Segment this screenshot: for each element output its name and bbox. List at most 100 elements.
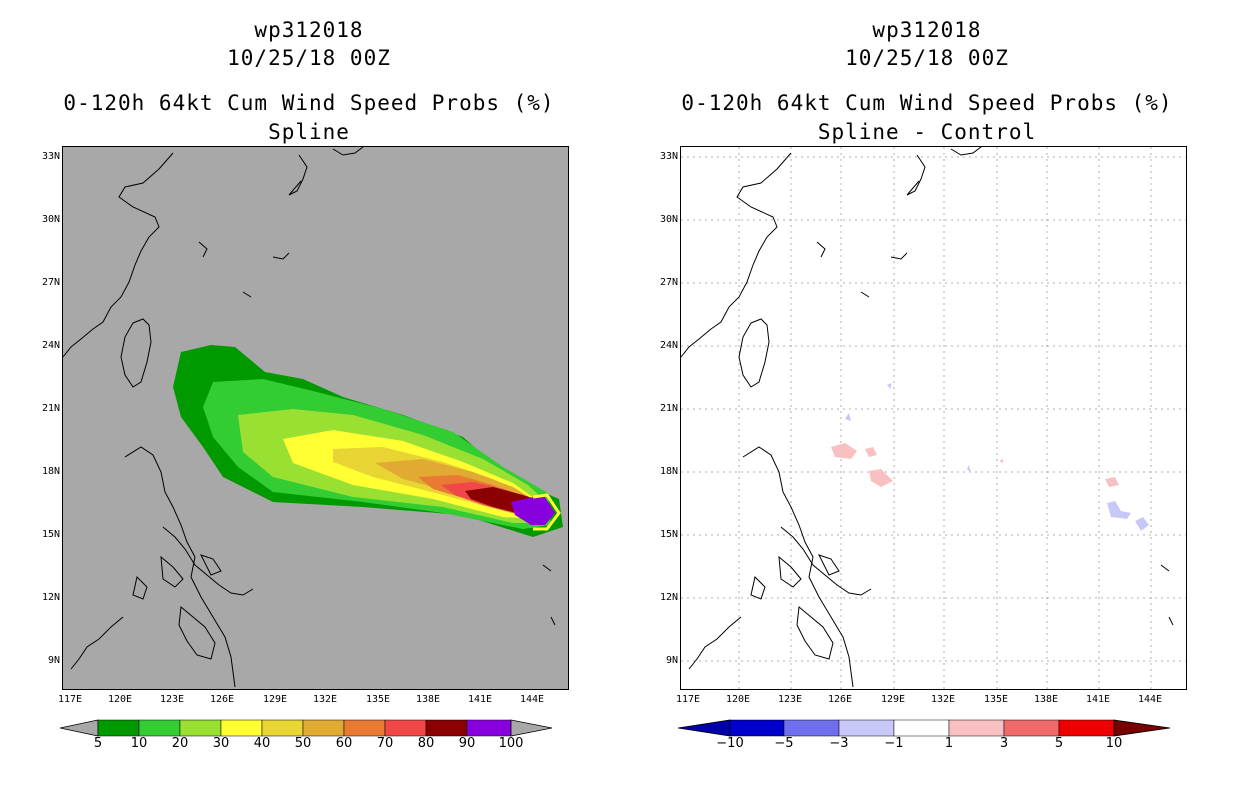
lat-label: 24N [659, 340, 678, 351]
lon-label: 135E [365, 694, 391, 705]
colorbar-label: 10 [130, 736, 148, 751]
lon-label: 138E [1033, 694, 1059, 705]
colorbar-high-end [1113, 719, 1171, 737]
lon-label: 132E [930, 694, 956, 705]
storm-id-title: wp312018 [872, 18, 982, 42]
colorbar-swatch [1003, 719, 1060, 737]
colorbar-label: 100 [498, 736, 524, 751]
lon-label: 144E [519, 694, 545, 705]
lon-label: 123E [159, 694, 185, 705]
lon-label: 123E [777, 694, 803, 705]
colorbar-label: 40 [253, 736, 271, 751]
datetime-title: 10/25/18 00Z [845, 46, 1009, 70]
lon-label: 126E [827, 694, 853, 705]
datetime-title: 10/25/18 00Z [227, 46, 391, 70]
lat-label: 33N [659, 151, 678, 162]
lon-label: 126E [209, 694, 235, 705]
colorbar-label: 10 [1105, 736, 1123, 751]
colorbar-swatch [783, 719, 840, 737]
gridlines [681, 147, 1186, 689]
colorbar-label: 5 [93, 736, 103, 751]
lat-label: 9N [47, 655, 60, 666]
probability-swath [173, 345, 563, 537]
lat-label: 21N [41, 403, 60, 414]
colorbar-swatch [1058, 719, 1115, 737]
lon-label: 135E [983, 694, 1009, 705]
lon-label: 117E [57, 694, 83, 705]
colorbar-label: −10 [716, 736, 744, 751]
lat-label: 9N [665, 655, 678, 666]
colorbar-swatch [220, 719, 263, 737]
colorbar-swatch [302, 719, 345, 737]
colorbar-label: 5 [1054, 736, 1064, 751]
lat-label: 12N [659, 592, 678, 603]
difference-map [680, 146, 1187, 690]
colorbar-swatch [729, 719, 785, 737]
colorbar [59, 719, 553, 737]
coastlines [681, 147, 1174, 688]
lat-label: 18N [659, 466, 678, 477]
colorbar-label: 60 [335, 736, 353, 751]
method-title: Spline [268, 120, 350, 144]
colorbar-label: 90 [458, 736, 476, 751]
lat-label: 30N [659, 214, 678, 225]
lat-label: 18N [41, 466, 60, 477]
lat-label: 33N [41, 151, 60, 162]
colorbar [677, 719, 1171, 737]
colorbar-swatch [138, 719, 181, 737]
coastlines [63, 147, 556, 688]
colorbar-swatch [261, 719, 304, 737]
colorbar-swatch [466, 719, 512, 737]
probability-map [62, 146, 569, 690]
colorbar-swatch [343, 719, 386, 737]
colorbar-label: 20 [171, 736, 189, 751]
colorbar-swatch [893, 719, 950, 737]
colorbar-label: 30 [212, 736, 230, 751]
lon-label: 129E [880, 694, 906, 705]
lat-label: 27N [41, 277, 60, 288]
storm-id-title: wp312018 [254, 18, 364, 42]
lon-label: 138E [415, 694, 441, 705]
colorbar-swatch [97, 719, 140, 737]
colorbar-label: 3 [999, 736, 1009, 751]
lon-label: 129E [262, 694, 288, 705]
colorbar-swatch [384, 719, 427, 737]
lat-label: 27N [659, 277, 678, 288]
colorbar-swatch [948, 719, 1005, 737]
lon-label: 141E [1085, 694, 1111, 705]
lat-label: 15N [659, 529, 678, 540]
lat-label: 21N [659, 403, 678, 414]
lat-label: 30N [41, 214, 60, 225]
difference-patches [831, 383, 1149, 531]
colorbar-label: 1 [944, 736, 954, 751]
lon-label: 141E [467, 694, 493, 705]
colorbar-swatch [838, 719, 895, 737]
lon-label: 120E [725, 694, 751, 705]
lon-label: 120E [107, 694, 133, 705]
colorbar-label: 80 [417, 736, 435, 751]
colorbar-low-end [59, 719, 99, 737]
product-title: 0-120h 64kt Cum Wind Speed Probs (%) [63, 91, 555, 115]
map-background [681, 147, 1186, 689]
lat-label: 12N [41, 592, 60, 603]
colorbar-high-end [510, 719, 553, 737]
probability-map-graphic [63, 147, 568, 689]
colorbar-swatch [425, 719, 468, 737]
lon-label: 144E [1137, 694, 1163, 705]
right-map-panel: wp312018 10/25/18 00Z 0-120h 64kt Cum Wi… [618, 0, 1236, 800]
product-title: 0-120h 64kt Cum Wind Speed Probs (%) [681, 91, 1173, 115]
colorbar-swatch [179, 719, 222, 737]
colorbar-label: −1 [884, 736, 904, 751]
lat-label: 15N [41, 529, 60, 540]
method-title: Spline - Control [817, 120, 1037, 144]
colorbar-low-end [677, 719, 731, 737]
colorbar-label: −5 [774, 736, 794, 751]
colorbar-label: −3 [829, 736, 849, 751]
colorbar-label: 50 [294, 736, 312, 751]
lat-label: 24N [41, 340, 60, 351]
left-map-panel: wp312018 10/25/18 00Z 0-120h 64kt Cum Wi… [41, 18, 569, 751]
lon-label: 132E [312, 694, 338, 705]
lon-label: 117E [675, 694, 701, 705]
colorbar-label: 70 [376, 736, 394, 751]
difference-map-graphic [681, 147, 1186, 689]
